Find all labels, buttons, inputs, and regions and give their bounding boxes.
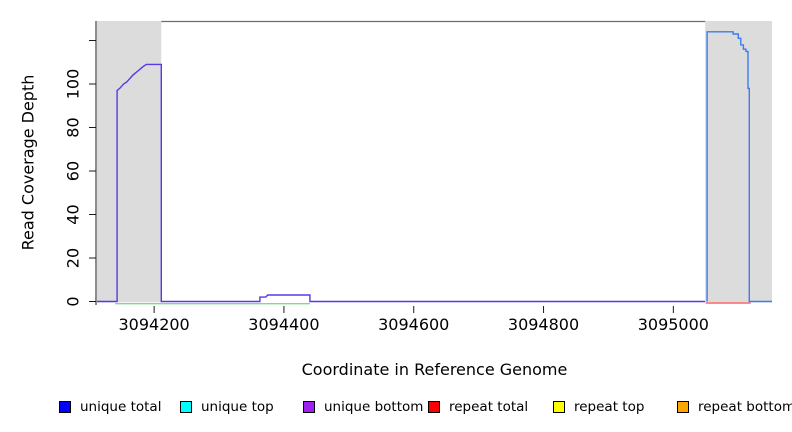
x-tick-label: 3094200 xyxy=(118,315,189,334)
legend-entry: repeat bottom xyxy=(677,398,792,416)
right-shaded-region xyxy=(705,21,772,303)
legend-entry: unique bottom xyxy=(303,398,423,416)
legend: unique total unique top unique bottom repea… xyxy=(0,398,792,418)
y-tick-label: 40 xyxy=(64,204,83,224)
legend-entry: unique total xyxy=(59,398,161,416)
y-tick-label: 20 xyxy=(64,248,83,268)
x-tick-label: 3094400 xyxy=(248,315,319,334)
legend-swatch-icon xyxy=(428,401,440,413)
legend-swatch-icon xyxy=(677,401,689,413)
left-shaded-region xyxy=(97,21,162,303)
legend-label: unique total xyxy=(80,399,162,415)
legend-label: repeat total xyxy=(449,399,529,415)
x-tick-label: 3094800 xyxy=(508,315,579,334)
legend-entry: unique top xyxy=(180,398,274,416)
legend-label: unique top xyxy=(201,399,274,415)
legend-swatch-icon xyxy=(553,401,565,413)
unique-coverage-left-line xyxy=(97,63,706,303)
y-tick-label: 0 xyxy=(64,296,83,306)
legend-swatch-icon xyxy=(303,401,315,413)
legend-swatch-icon xyxy=(59,401,71,413)
x-tick-label: 3095000 xyxy=(638,315,709,334)
y-axis-title: Read Coverage Depth xyxy=(18,74,38,251)
legend-label: unique bottom xyxy=(324,399,424,415)
legend-label: repeat bottom xyxy=(698,399,792,415)
y-tick-label: 100 xyxy=(64,69,83,100)
legend-label: repeat top xyxy=(574,399,645,415)
legend-entry: repeat top xyxy=(553,398,644,416)
x-tick-label: 3094600 xyxy=(378,315,449,334)
legend-swatch-icon xyxy=(180,401,192,413)
legend-entry: repeat total xyxy=(428,398,528,416)
unique-coverage-right-line xyxy=(706,31,772,303)
y-tick-label: 80 xyxy=(64,117,83,137)
x-axis-title: Coordinate in Reference Genome xyxy=(301,360,568,379)
y-tick-label: 60 xyxy=(64,161,83,181)
